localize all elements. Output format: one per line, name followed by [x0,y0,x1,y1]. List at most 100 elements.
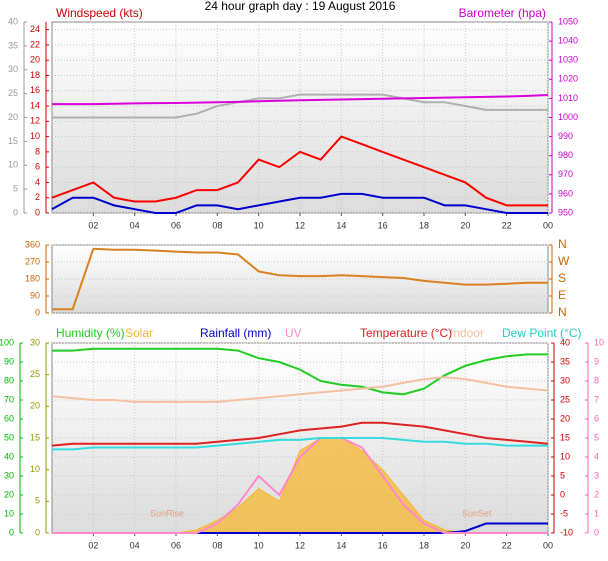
x-tick-label: 14 [336,220,346,230]
x-tick-label: 18 [419,220,429,230]
y2-tick-label: 30 [560,375,570,385]
y2-tick-label: N [558,305,567,319]
y2-tick-label: S [558,271,566,285]
x-tick-label: 12 [295,220,305,230]
y3-tick-label: 30 [8,64,18,74]
y-tick-label: 180 [25,273,40,283]
y-tick-label: 100 [0,337,14,347]
chart-title: 24 hour graph day : 19 August 2016 [205,0,396,13]
y-tick-label: 4 [35,177,40,187]
y2-tick-label: -10 [560,527,573,537]
x-tick-label: 06 [171,220,181,230]
x-tick-label: 10 [254,220,264,230]
y4-tick-label: 2 [594,489,599,499]
y-tick-label: 90 [4,356,14,366]
y-tick-label: 10 [30,131,40,141]
y3-tick-label: 0 [35,527,40,537]
y3-tick-label: 10 [8,160,18,170]
x-tick-label: 04 [130,540,140,550]
y2-tick-label: N [558,237,567,251]
y2-tick-label: 1010 [558,93,578,103]
x-tick-label: 02 [88,220,98,230]
y-tick-label: 18 [30,70,40,80]
y2-tick-label: E [558,288,566,302]
y-tick-label: 360 [25,239,40,249]
y4-tick-label: 0 [594,527,599,537]
y2-tick-label: 970 [558,169,573,179]
y3-tick-label: 0 [13,207,18,217]
x-tick-label: 16 [378,220,388,230]
y-tick-label: 20 [30,55,40,65]
legend-entry: Indoor [450,326,484,340]
x-tick-label: 04 [130,220,140,230]
x-tick-label: 06 [171,540,181,550]
series-line [52,347,548,396]
y4-tick-label: 7 [594,394,599,404]
y2-tick-label: 980 [558,150,573,160]
y-tick-label: 60 [4,413,14,423]
annotation: SunSet [462,508,492,518]
x-tick-label: 02 [88,540,98,550]
x-tick-label: 22 [502,220,512,230]
y-tick-label: 14 [30,100,40,110]
y-tick-label: 50 [4,432,14,442]
y-axis-title: Windspeed (kts) [56,6,143,20]
y-tick-label: 12 [30,116,40,126]
y-tick-label: 6 [35,162,40,172]
y2-tick-label: 1030 [558,55,578,65]
y-tick-label: 0 [35,207,40,217]
y4-tick-label: 10 [594,337,604,347]
y2-tick-label: 1020 [558,74,578,84]
y3-tick-label: 25 [30,369,40,379]
y2-tick-label: 1050 [558,16,578,26]
x-tick-label: 00 [543,540,553,550]
y2-tick-label: 0 [560,489,565,499]
series-line [52,437,548,451]
y2-tick-label: 960 [558,188,573,198]
x-tick-label: 16 [378,540,388,550]
y2-tick-label: 5 [560,470,565,480]
y3-tick-label: 15 [8,136,18,146]
y3-tick-label: 25 [8,88,18,98]
series-line [51,421,549,447]
y3-tick-label: 40 [8,16,18,26]
y2-tick-label: 950 [558,207,573,217]
y2-tick-label: 20 [560,413,570,423]
y-tick-label: 30 [4,470,14,480]
y2-tick-label: 40 [560,337,570,347]
series-line [52,93,548,119]
y-tick-label: 70 [4,394,14,404]
legend-entry: Dew Point (°C) [502,326,581,340]
y4-tick-label: 4 [594,451,599,461]
y3-tick-label: 5 [13,184,18,194]
y-tick-label: 80 [4,375,14,385]
y4-tick-label: 9 [594,356,599,366]
y3-tick-label: 20 [8,112,18,122]
series-line [52,93,549,106]
annotation: SunRise [150,508,184,518]
x-tick-label: 08 [212,220,222,230]
y-tick-label: 2 [35,192,40,202]
x-tick-label: 10 [254,540,264,550]
x-tick-label: 12 [295,540,305,550]
y4-tick-label: 1 [594,508,599,518]
series-line [52,247,548,311]
y4-tick-label: 8 [594,375,599,385]
y2-tick-label: 1040 [558,35,578,45]
series-line [51,135,548,207]
y-tick-label: 20 [4,489,14,499]
y-tick-label: 22 [30,39,40,49]
x-tick-label: 22 [502,540,512,550]
x-tick-label: 20 [460,540,470,550]
y2-axis-title: Barometer (hpa) [459,6,546,20]
y-tick-label: 8 [35,146,40,156]
y2-tick-label: 1000 [558,112,578,122]
y-tick-label: 40 [4,451,14,461]
y-tick-label: 10 [4,508,14,518]
plot-area [51,244,549,314]
legend-entry: Rainfall (mm) [200,326,271,340]
x-tick-label: 20 [460,220,470,230]
legend-entry: Temperature (°C) [360,326,452,340]
legend-entry: Solar [125,326,153,340]
